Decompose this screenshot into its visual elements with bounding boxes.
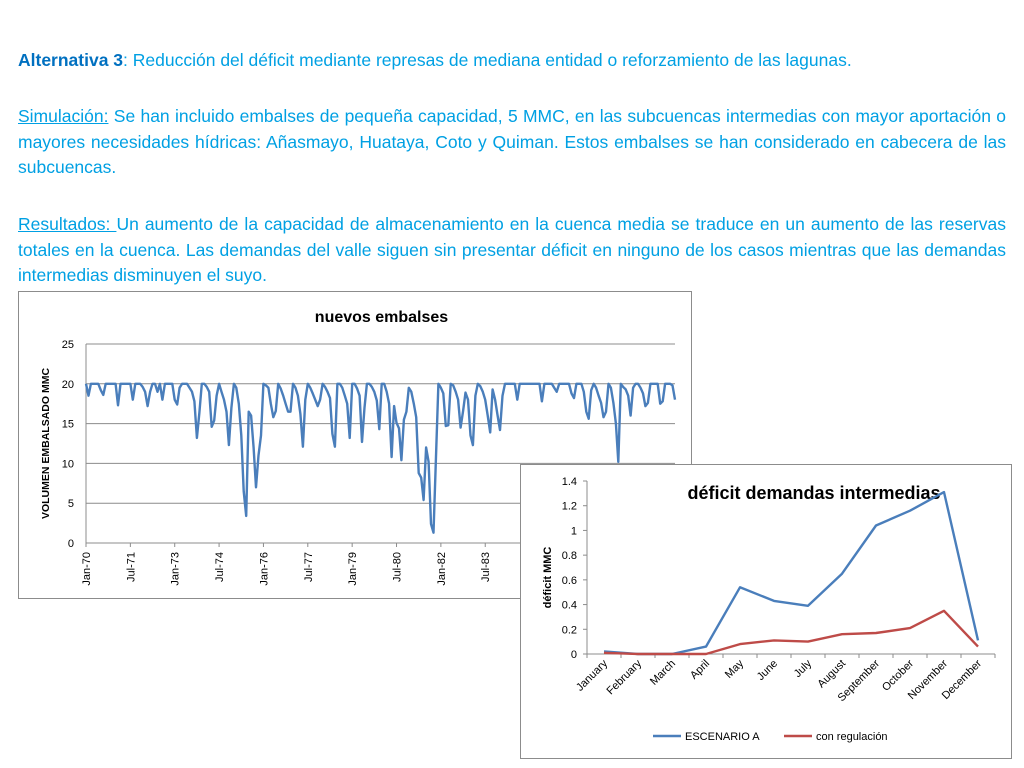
x-tick-label: May xyxy=(723,657,747,681)
simulacion-paragraph: Simulación: Se han incluido embalses de … xyxy=(18,104,1006,181)
x-tick-label: Jul-77 xyxy=(303,552,315,582)
alternativa-paragraph: Alternativa 3: Reducción del déficit med… xyxy=(18,48,1006,74)
x-tick-label: July xyxy=(792,657,815,680)
y-tick-label: 1 xyxy=(571,525,577,537)
x-tick-label: Jan-73 xyxy=(170,552,182,586)
series-line-con-regulacion xyxy=(603,609,979,656)
deficit-demandas-svg: déficit demandas intermedias 0 0.2 0.4 0.6 0.… xyxy=(542,476,996,743)
x-tick-label: Jul-74 xyxy=(214,552,226,582)
x-tick-label: April xyxy=(688,658,712,682)
y-tick-label: 0 xyxy=(571,649,577,661)
resultados-heading: Resultados: xyxy=(18,214,117,234)
y-tick-label: 15 xyxy=(62,419,74,431)
y-tick-label: 20 xyxy=(62,379,74,391)
chart-title: déficit demandas intermedias xyxy=(687,483,940,503)
resultados-paragraph: Resultados: Un aumento de la capacidad d… xyxy=(18,212,1006,289)
nuevos-embalses-svg: nuevos embalses 0 5 10 15 20 25 VOLUMEN EMBALSA… xyxy=(40,309,677,586)
alternativa-heading: Alternativa 3 xyxy=(18,50,124,70)
x-tick-label: Jan-70 xyxy=(81,552,93,586)
legend-label: con regulación xyxy=(816,731,888,743)
x-tick-label: Jan-82 xyxy=(436,552,448,586)
y-tick-label: 0.6 xyxy=(562,575,577,587)
alternativa-text: : Reducción del déficit mediante represa… xyxy=(123,50,852,70)
y-axis-label: VOLUMEN EMBALSADO MMC xyxy=(40,368,52,519)
x-tick-label: Jan-79 xyxy=(347,552,359,586)
chart-title: nuevos embalses xyxy=(315,309,449,326)
y-tick-label: 0.4 xyxy=(562,600,577,612)
resultados-text: Un aumento de la capacidad de almacenami… xyxy=(18,214,1006,285)
y-tick-label: 1.2 xyxy=(562,501,577,513)
y-tick-label: 5 xyxy=(68,498,74,510)
y-axis-label: déficit MMC xyxy=(542,547,554,609)
x-tick-label: June xyxy=(755,658,780,683)
series-line-escenario-a xyxy=(603,490,980,656)
simulacion-text: Se han incluido embalses de pequeña capa… xyxy=(18,106,1006,177)
x-tick-label: August xyxy=(815,658,848,691)
simulacion-heading: Simulación: xyxy=(18,106,109,126)
y-tick-label: 0 xyxy=(68,538,74,550)
deficit-demandas-chart: déficit demandas intermedias 0 0.2 0.4 0.6 0.… xyxy=(520,464,1012,759)
y-tick-label: 0.8 xyxy=(562,550,577,562)
x-tick-label: Jul-71 xyxy=(125,552,137,582)
y-tick-label: 10 xyxy=(62,458,74,470)
x-tick-label: Jan-76 xyxy=(258,552,270,586)
x-tick-label: February xyxy=(605,657,645,697)
nuevos-embalses-chart: nuevos embalses 0 5 10 15 20 25 VOLUMEN EMBALSA… xyxy=(18,291,692,599)
y-tick-label: 25 xyxy=(62,339,74,351)
x-tick-label: March xyxy=(648,658,678,688)
x-tick-label: Jul-80 xyxy=(392,552,404,582)
legend-label: ESCENARIO A xyxy=(685,731,760,743)
y-tick-label: 1.4 xyxy=(562,476,577,488)
series-line-volumen xyxy=(84,382,677,534)
y-tick-label: 0.2 xyxy=(562,624,577,636)
x-tick-label: Jul-83 xyxy=(480,552,492,582)
